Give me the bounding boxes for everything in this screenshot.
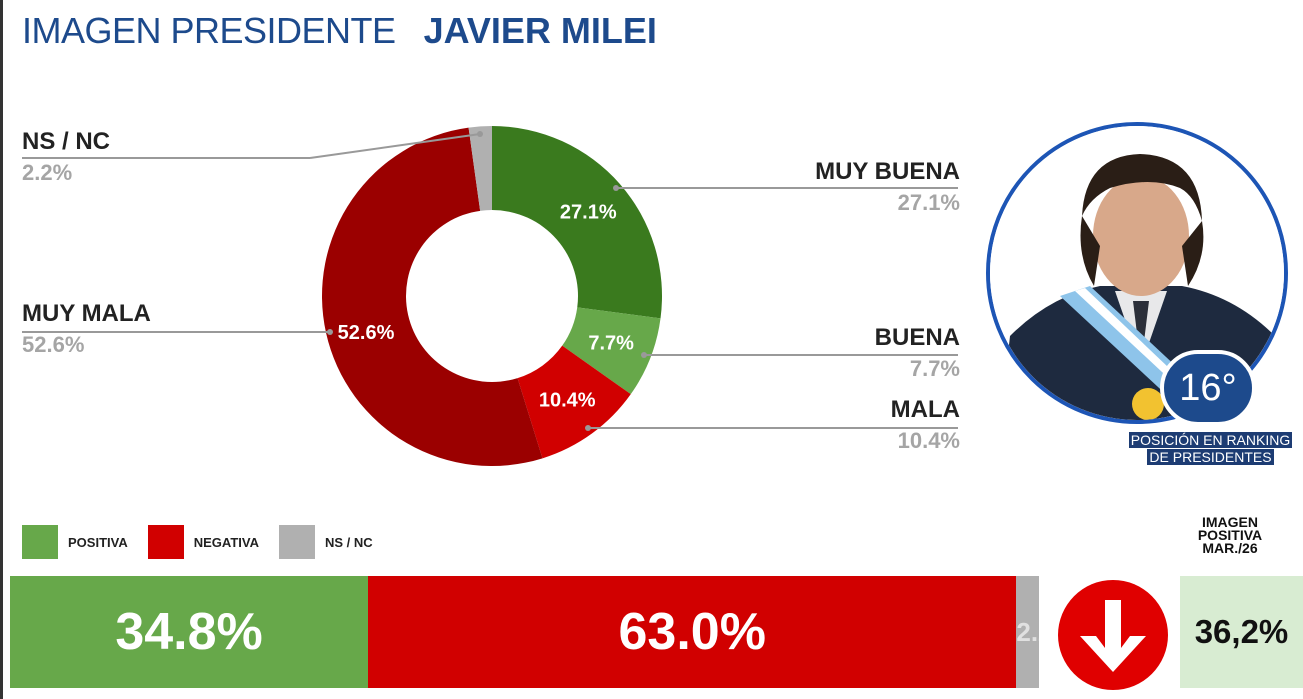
label-muy-mala: MUY MALA 52.6% [22,300,151,358]
comparison-value-box: 36,2% [1180,576,1303,688]
leader-dot-muy-mala [327,329,333,335]
president-photo [986,122,1288,424]
bar-label-negativa: 63.0% [618,603,766,661]
leader-dot-buena [641,352,647,358]
donut-slice-muy-mala [322,127,543,466]
leader-line-ns-nc-diag [309,133,481,159]
label-buena: BUENA 7.7% [875,324,960,382]
label-ns-nc-name: NS / NC [22,128,111,155]
comparison-value: 36,2% [1194,613,1289,650]
slice-label-mala: 10.4% [539,390,596,412]
bar-label-ns-nc: 2.2% [1016,616,1039,647]
donut-slice-ns-nc [468,126,492,211]
bar-segment-negativa: 63.0% [368,576,1017,688]
comparison-header-line1: IMAGEN [1202,514,1258,530]
bar-segment-ns-nc: 2.2% [1016,576,1039,688]
portrait-illustration [990,126,1284,420]
bar-label-positiva: 34.8% [115,603,263,661]
legend-label-positiva: POSITIVA [68,534,128,550]
label-muy-mala-value: 52.6% [22,332,85,357]
slice-label-buena: 7.7% [588,333,634,355]
label-mala-name: MALA [890,396,960,423]
legend-label-negativa: NEGATIVA [193,534,259,550]
leader-dot-mala [585,425,591,431]
ranking-badge: 16° [1160,350,1256,426]
legend-item-ns-nc: NS / NC [278,525,373,559]
label-muy-buena: MUY BUENA 27.1% [815,158,960,216]
title-name: JAVIER MILEI [423,10,657,51]
comparison-header: IMAGEN POSITIVA MAR./26 [1180,514,1280,556]
legend-swatch-negativa [147,525,184,559]
ranking-caption: POSICIÓN EN RANKING DE PRESIDENTES [1118,432,1303,466]
label-muy-mala-name: MUY MALA [22,300,151,327]
slice-label-muy-mala: 52.6% [338,322,395,344]
legend-label-ns-nc: NS / NC [324,534,373,550]
title-main: IMAGEN PRESIDENTE [22,10,396,51]
label-ns-nc: NS / NC 2.2% [22,128,110,186]
label-mala-value: 10.4% [897,428,960,453]
leader-dot-muy-buena [613,185,619,191]
slice-labels: 27.1% 7.7% 10.4% 52.6% [338,202,635,412]
left-border [0,0,3,699]
donut-slice-mala [517,345,631,459]
donut-slice-muy-buena [492,126,662,319]
legend-item-positiva: POSITIVA [22,525,128,559]
legend-item-negativa: NEGATIVA [147,525,259,559]
comparison-header-line3: MAR./26 [1202,540,1258,556]
donut-slice-buena [562,307,661,395]
down-arrow-icon [1058,580,1168,690]
leader-dot-ns-nc [477,131,483,137]
ranking-caption-line2: DE PRESIDENTES [1147,449,1274,465]
donut-slices [322,126,662,466]
ranking-caption-line1: POSICIÓN EN RANKING [1128,432,1293,448]
bar-segment-positiva: 34.8% [10,576,369,688]
label-buena-value: 7.7% [909,356,960,381]
label-buena-name: BUENA [874,324,960,351]
leader-lines [22,131,958,431]
legend-swatch-ns-nc [278,525,315,559]
legend-swatch-positiva [22,525,58,559]
page-title: IMAGEN PRESIDENTE JAVIER MILEI [22,10,657,60]
label-muy-buena-name: MUY BUENA [815,158,960,185]
label-muy-buena-value: 27.1% [897,190,960,215]
label-ns-nc-value: 2.2% [22,160,73,185]
label-mala: MALA 10.4% [891,396,960,454]
bar-legend: POSITIVA NEGATIVA NS / NC [22,525,393,559]
slice-label-muy-buena: 27.1% [560,202,617,224]
comparison-header-line2: POSITIVA [1197,527,1263,543]
